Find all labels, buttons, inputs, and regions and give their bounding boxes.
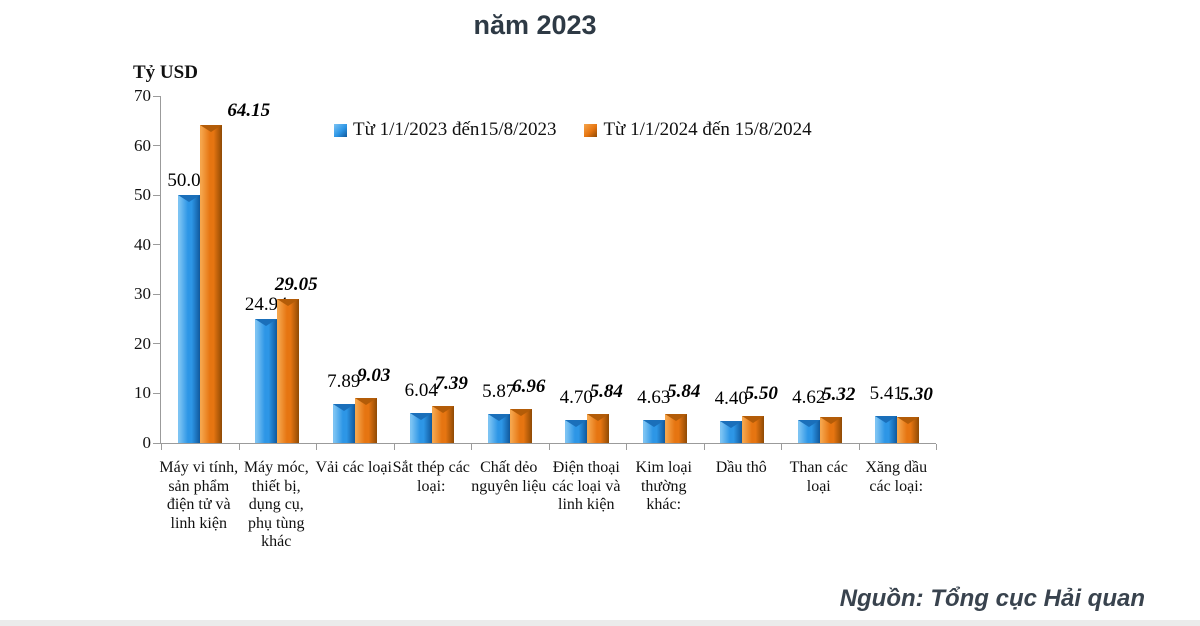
- source-note: Nguồn: Tổng cục Hải quan: [839, 585, 1145, 612]
- x-axis-tick: [548, 444, 550, 450]
- bar-2024: [897, 416, 920, 443]
- bar-2024: [509, 408, 532, 443]
- y-axis-tick: [153, 244, 160, 246]
- value-label-2024: 5.84: [667, 381, 701, 403]
- y-axis-title: Tỷ USD: [133, 62, 198, 83]
- y-axis-tick-label: 50: [134, 185, 151, 205]
- category-label: Vải các loại: [315, 459, 392, 476]
- value-label-2023: 24.94: [244, 294, 288, 316]
- bar-2024: [277, 299, 300, 443]
- bar-2024: [432, 406, 455, 443]
- value-label-2023: 7.89: [327, 370, 361, 392]
- value-label-2024: 29.05: [274, 274, 318, 295]
- value-label-2023: 4.70: [559, 386, 593, 408]
- chart-title: năm 2023: [473, 10, 597, 40]
- x-axis-tick: [858, 444, 860, 450]
- legend-swatch-2023-icon: [334, 123, 347, 137]
- value-label-2023: 4.63: [637, 387, 671, 409]
- bar-2024: [587, 414, 610, 443]
- y-axis-tick-label: 10: [134, 383, 151, 403]
- legend-label-2024: Từ 1/1/2024 đến 15/8/2024: [603, 119, 812, 140]
- bottom-divider: [0, 620, 1200, 626]
- bar-2023: [875, 416, 898, 443]
- bar-2023: [255, 319, 278, 443]
- value-label-2023: 4.62: [792, 387, 826, 409]
- legend-item-2024: Từ 1/1/2024 đến 15/8/2024: [584, 119, 812, 141]
- x-axis-tick: [161, 444, 162, 450]
- x-axis-tick: [393, 444, 395, 450]
- legend-label-2023: Từ 1/1/2023 đến15/8/2023: [353, 119, 557, 140]
- y-axis-tick-label: 60: [134, 135, 151, 155]
- x-axis-tick: [471, 444, 472, 450]
- bar-2023: [410, 413, 433, 443]
- y-axis-tick: [153, 95, 160, 97]
- category-label: Chất dẻo nguyên liệu: [471, 459, 547, 495]
- bar-2024: [819, 416, 842, 443]
- y-axis-tick-label: 0: [142, 433, 152, 452]
- value-label-2023: 50.04: [167, 169, 211, 191]
- bar-2023: [177, 194, 200, 443]
- bar-2023: [720, 421, 743, 443]
- category-label: Điện thoại các loại và linh kiện: [552, 459, 621, 514]
- x-axis-tick: [703, 444, 705, 450]
- y-axis-tick: [153, 293, 160, 295]
- x-axis-tick: [316, 444, 317, 450]
- bar-2023: [332, 403, 355, 443]
- value-label-2024: 5.50: [744, 382, 778, 404]
- y-axis-tick-label: 30: [134, 284, 151, 304]
- category-label: Máy vi tính, sản phẩm điện tử và linh ki…: [159, 459, 239, 532]
- y-axis-tick-label: 40: [134, 234, 151, 254]
- category-label: Kim loại thường khác:: [635, 459, 692, 514]
- value-label-2024: 7.39: [434, 373, 468, 395]
- y-axis-tick: [153, 392, 160, 394]
- bar-2023: [565, 419, 588, 443]
- x-axis-tick: [626, 444, 627, 450]
- value-label-2024: 5.32: [822, 383, 856, 405]
- category-label: Sắt thép các loại:: [392, 459, 470, 495]
- value-label-2024: 5.84: [589, 381, 623, 403]
- y-axis-tick-label: 70: [134, 86, 151, 105]
- category-label: Xăng dầu các loại:: [865, 459, 928, 495]
- value-label-2024: 6.96: [512, 375, 546, 397]
- bar-2024: [742, 415, 765, 443]
- value-label-2024: 5.30: [899, 383, 933, 405]
- legend-item-2023: Từ 1/1/2023 đến15/8/2023: [334, 119, 556, 141]
- plot-area: 0 10 20 30 40 50 60 70 50.04 64.15 24.94 29.05 7.89 9…: [134, 86, 937, 452]
- legend: Từ 1/1/2023 đến15/8/2023 Từ 1/1/2024 đến…: [334, 119, 812, 141]
- value-label-2023: 6.04: [404, 380, 438, 402]
- y-axis-tick: [153, 194, 160, 196]
- y-axis-tick: [153, 343, 160, 345]
- y-axis-tick: [153, 442, 160, 444]
- value-label-2023: 5.41: [869, 383, 903, 405]
- category-label: Máy móc, thiết bị, dụng cụ, phụ tùng khá…: [243, 459, 309, 551]
- bar-2023: [642, 420, 665, 443]
- y-axis-tick-label: 20: [134, 333, 151, 353]
- value-label-2024: 64.15: [227, 100, 271, 121]
- value-label-2023: 4.40: [714, 388, 748, 410]
- bar-2023: [487, 413, 510, 443]
- value-label-2023: 5.87: [482, 380, 516, 402]
- x-axis-tick: [238, 444, 240, 450]
- bar-2024: [354, 398, 377, 443]
- category-label: Than các loại: [789, 459, 848, 495]
- category-label: Dầu thô: [715, 459, 767, 476]
- y-axis-tick: [153, 145, 160, 147]
- value-label-2024: 9.03: [357, 365, 391, 387]
- bar-2024: [199, 125, 222, 443]
- x-axis-tick: [781, 444, 782, 450]
- x-axis-tick: [936, 444, 937, 450]
- bar-2023: [797, 420, 820, 443]
- category-axis-labels: Máy vi tính, sản phẩm điện tử và linh ki…: [159, 459, 935, 579]
- bar-2024: [664, 414, 687, 443]
- legend-swatch-2024-icon: [584, 123, 598, 137]
